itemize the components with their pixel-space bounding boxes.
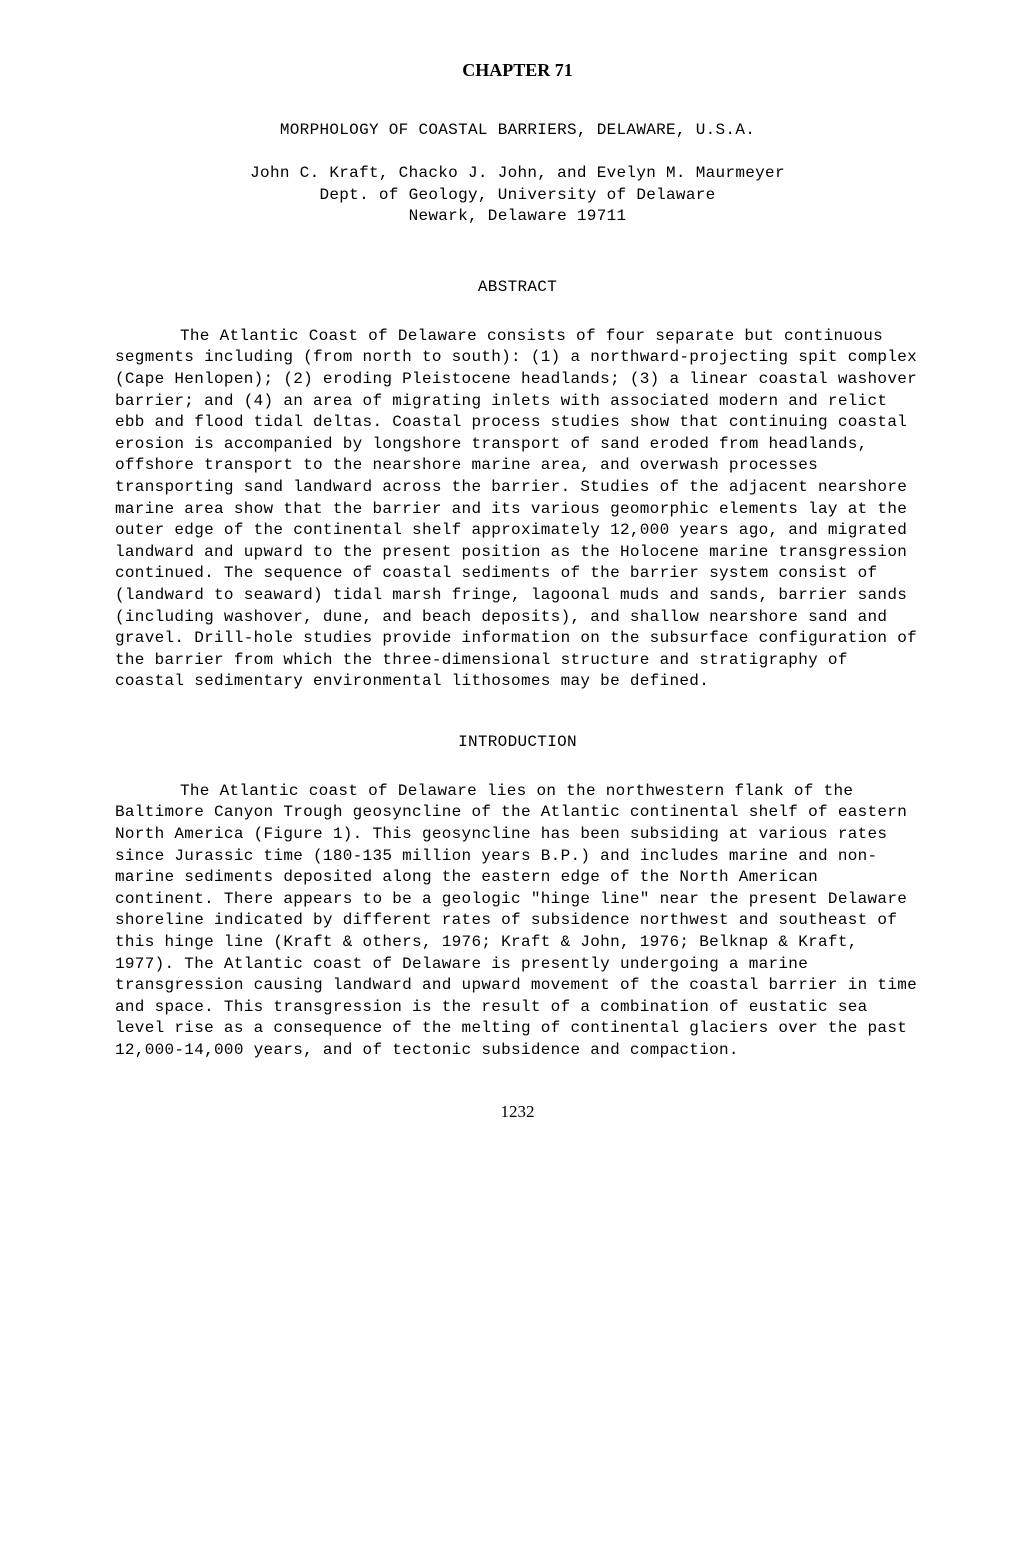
introduction-body: The Atlantic coast of Delaware lies on t… (115, 781, 920, 1062)
authors-affiliation: Dept. of Geology, University of Delaware (115, 185, 920, 207)
authors-block: John C. Kraft, Chacko J. John, and Evely… (115, 163, 920, 228)
authors-address: Newark, Delaware 19711 (115, 206, 920, 228)
introduction-heading: INTRODUCTION (115, 733, 920, 751)
abstract-text: The Atlantic Coast of Delaware consists … (115, 327, 917, 691)
introduction-text: The Atlantic coast of Delaware lies on t… (115, 782, 917, 1059)
authors-names: John C. Kraft, Chacko J. John, and Evely… (115, 163, 920, 185)
page-number: 1232 (115, 1102, 920, 1122)
abstract-heading: ABSTRACT (115, 278, 920, 296)
paper-title: MORPHOLOGY OF COASTAL BARRIERS, DELAWARE… (115, 121, 920, 139)
abstract-body: The Atlantic Coast of Delaware consists … (115, 326, 920, 693)
chapter-heading: CHAPTER 71 (115, 60, 920, 81)
